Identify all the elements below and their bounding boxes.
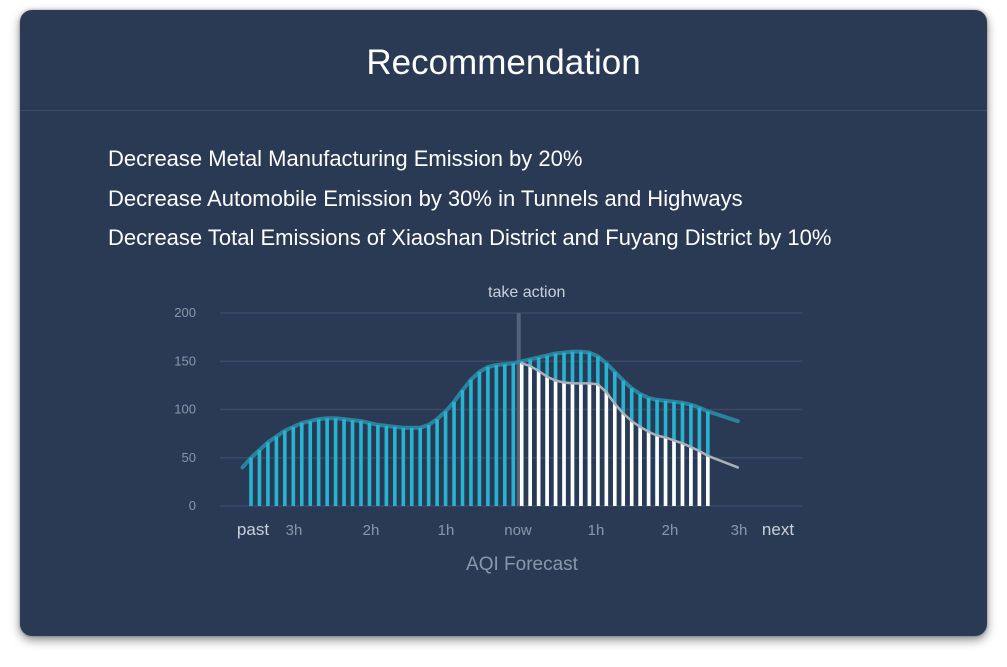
bar-baseline (503, 364, 507, 506)
bar-action (536, 370, 541, 506)
recommendation-item: Decrease Metal Manufacturing Emission by… (108, 146, 583, 171)
bar-baseline (494, 365, 499, 506)
y-tick-label: 100 (174, 402, 196, 417)
bar-action (655, 435, 659, 506)
bar-baseline (393, 426, 397, 506)
bar-baseline (257, 450, 262, 506)
y-tick-label: 0 (189, 498, 196, 513)
bar-action (621, 413, 626, 506)
bar-action (680, 443, 685, 506)
x-tick-label: 3h (731, 522, 748, 539)
take-action-marker (516, 313, 521, 506)
recommendation-list: Decrease Metal Manufacturing Emission by… (108, 146, 831, 265)
bar-action (596, 384, 600, 506)
bar-baseline (291, 426, 296, 506)
bar-baseline (460, 390, 465, 506)
bar-action (570, 383, 575, 506)
bar-baseline (452, 401, 456, 506)
y-tick-label: 150 (174, 353, 196, 368)
bar-action (519, 363, 524, 506)
aqi-forecast-chart: 200 150 100 50 0 take action past 3h 2h 1h now 1h 2h… (174, 284, 802, 575)
bar-action (562, 382, 566, 506)
bar-action (587, 383, 592, 506)
x-tick-label: next (762, 520, 794, 539)
bar-baseline (308, 421, 313, 506)
bar-baseline (359, 421, 363, 506)
bar-baseline (443, 411, 448, 506)
bar-baseline (486, 367, 490, 506)
bar-baseline (299, 423, 304, 506)
x-tick-label: now (504, 522, 532, 539)
bar-baseline (384, 425, 389, 506)
take-action-label: take action (488, 284, 565, 301)
bar-action (629, 421, 634, 506)
bar-action (579, 383, 583, 506)
recommendation-item: Decrease Automobile Emission by 30% in T… (108, 185, 743, 211)
bar-baseline (350, 420, 355, 506)
x-tick-label: 3h (286, 522, 303, 539)
bar-baseline (249, 457, 253, 506)
bar-baseline (333, 418, 338, 506)
bar-action (689, 447, 693, 506)
bar-action (545, 376, 549, 506)
y-tick-label: 50 (182, 450, 196, 465)
bar-baseline (316, 419, 321, 506)
bar-baseline (274, 436, 279, 506)
bar-baseline (376, 424, 380, 506)
recommendation-item: Decrease Total Emissions of Xiaoshan Dis… (108, 225, 832, 250)
bar-action (706, 455, 710, 506)
y-tick-label: 200 (174, 305, 196, 320)
x-tick-label: past (237, 520, 269, 539)
action-trend-line (520, 361, 740, 469)
bar-action (638, 426, 642, 506)
x-tick-label: 2h (662, 522, 679, 539)
x-tick-label: 1h (588, 522, 605, 539)
bar-baseline (477, 371, 482, 506)
x-tick-label: 2h (363, 522, 380, 539)
bar-action (672, 440, 676, 506)
bar-action (697, 450, 702, 506)
bar-baseline (469, 379, 473, 506)
bar-baseline (342, 419, 346, 506)
bar-baseline (266, 442, 270, 506)
bar-baseline (401, 427, 406, 506)
bar-baseline (325, 418, 329, 506)
recommendation-card: Recommendation Decrease Metal Manufactur… (20, 10, 987, 636)
bar-action (612, 403, 617, 506)
bar-action (646, 431, 651, 506)
bar-baseline (367, 423, 372, 506)
bar-action (528, 366, 532, 506)
bar-action (663, 437, 668, 506)
bar-baseline (435, 419, 439, 506)
bar-baseline (409, 427, 414, 506)
bar-baseline (511, 363, 516, 506)
card-title: Recommendation (20, 10, 987, 111)
bar-action (553, 380, 558, 506)
chart-title: AQI Forecast (466, 554, 579, 575)
bar-baseline (418, 427, 422, 506)
x-tick-label: 1h (438, 522, 455, 539)
bar-baseline (283, 430, 287, 506)
bar-baseline (426, 424, 431, 506)
bar-action (604, 392, 609, 506)
